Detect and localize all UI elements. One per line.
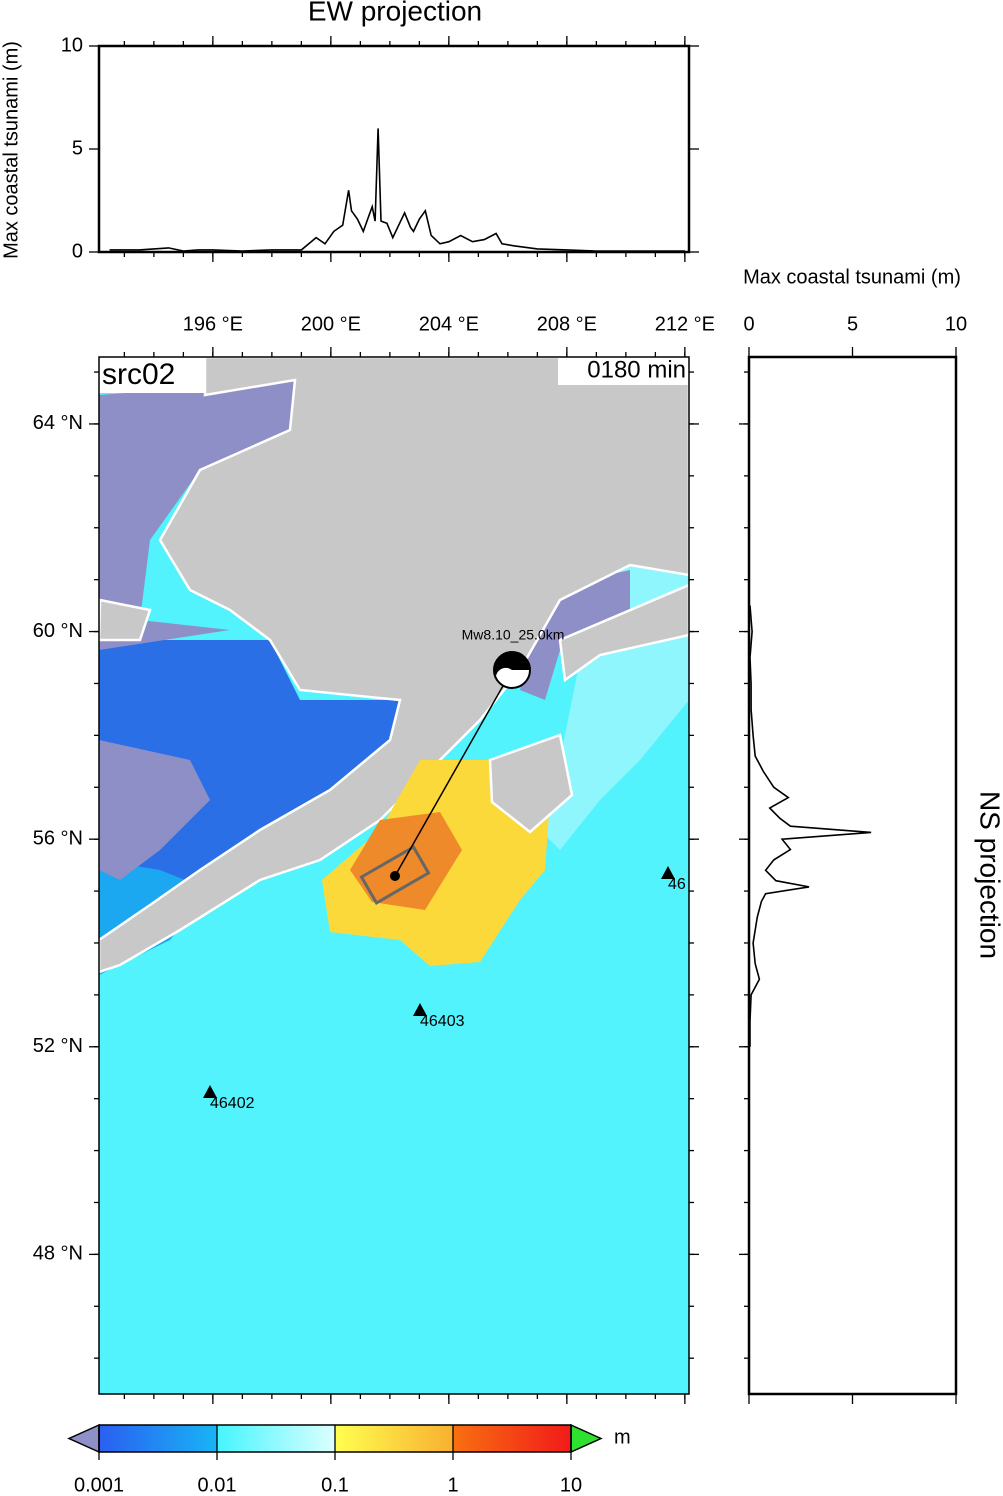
colorbar-over: [570, 1423, 603, 1454]
colorbar-tick-label: 0.001: [74, 1474, 124, 1496]
station: [203, 1085, 217, 1098]
y-tick-label: 48 °N: [33, 1243, 83, 1265]
colorbar-tick-label: 1: [447, 1474, 458, 1496]
island: [488, 733, 574, 834]
shallow-zone: [99, 740, 210, 880]
plot-title: NS projection: [975, 791, 1003, 959]
profile-line: [109, 128, 685, 252]
x-tick-label: 204 °E: [419, 313, 479, 335]
colorbar-tick-label: 10: [560, 1474, 582, 1496]
y-tick-label: 0: [72, 240, 83, 262]
station: [413, 1003, 427, 1016]
colorbar-segment: [453, 1425, 571, 1452]
y-axis-title: Max coastal tsunami (m): [0, 41, 22, 259]
map-frame: [98, 356, 690, 1395]
x-tick-label: 5: [847, 313, 858, 335]
colorbar-tick-label: 0.1: [321, 1474, 349, 1496]
profile-line: [749, 605, 872, 1047]
x-tick-label: 196 °E: [183, 313, 243, 335]
colorbar-segment: [99, 1425, 217, 1452]
station-label: 46403: [420, 1013, 465, 1030]
fault-plane: [359, 844, 431, 906]
plot-title: EW projection: [308, 0, 482, 26]
y-tick-label: 10: [61, 34, 83, 56]
leader-line: [394, 669, 513, 877]
colorbar-unit: m: [614, 1426, 631, 1448]
x-tick-label: 200 °E: [301, 313, 361, 335]
y-tick-label: 60 °N: [33, 620, 83, 642]
x-tick-label: 208 °E: [537, 313, 597, 335]
time-label: 0180 min: [587, 356, 686, 383]
plot-frame: [747, 355, 958, 1396]
mechanism-label: Mw8.10_25.0km: [462, 627, 565, 643]
station-label: 46: [668, 876, 686, 893]
station-label: 46402: [210, 1095, 255, 1112]
label-box: [558, 357, 689, 385]
y-tick-label: 56 °N: [33, 827, 83, 849]
beach-ball: [494, 652, 530, 676]
land: [558, 583, 689, 683]
colorbar-segment: [217, 1425, 335, 1452]
x-tick-label: 10: [945, 313, 967, 335]
colorbar-segment: [335, 1425, 453, 1452]
map-area: 46403 46402 46 Mw8.10_25.0km src02 0180 …: [99, 356, 689, 1394]
plot-frame: [97, 44, 691, 254]
colorbar-tick-label: 0.01: [198, 1474, 237, 1496]
y-tick-label: 64 °N: [33, 412, 83, 434]
label-box: [99, 357, 204, 393]
y-tick-label: 5: [72, 137, 83, 159]
x-axis-title: Max coastal tsunami (m): [743, 266, 961, 288]
x-tick-label: 212 °E: [655, 313, 715, 335]
rupture-wave: [350, 812, 462, 910]
colorbar-under: [67, 1423, 100, 1454]
source-label: src02: [102, 358, 175, 391]
y-tick-label: 52 °N: [33, 1035, 83, 1057]
epicenter: [390, 871, 400, 881]
station: [661, 866, 675, 879]
x-tick-label: 0: [743, 313, 754, 335]
